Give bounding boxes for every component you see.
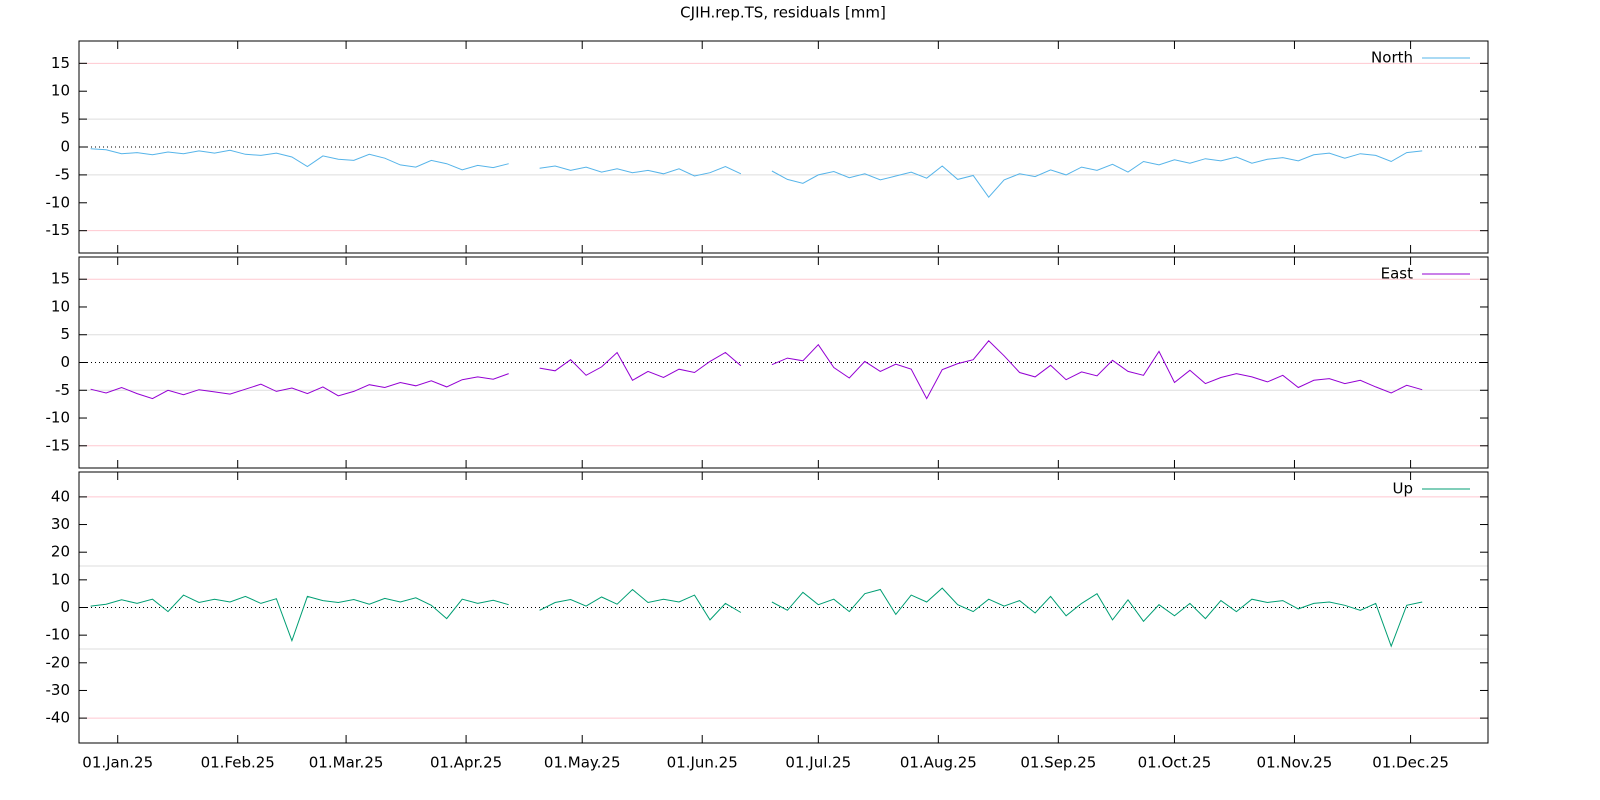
series-line [90, 587, 1423, 648]
x-tick-label: 01.Jul.25 [785, 754, 851, 772]
y-tick-label: 10 [51, 82, 70, 100]
legend-label: North [1371, 49, 1413, 67]
x-tick-label: 01.Sep.25 [1020, 754, 1096, 772]
plot-frame [78, 256, 1489, 469]
y-tick-label: 10 [51, 570, 70, 588]
x-tick-label: 01.Nov.25 [1257, 754, 1333, 772]
x-tick-label: 01.Feb.25 [201, 754, 275, 772]
y-tick-label: -5 [55, 165, 70, 183]
plot-frame [78, 40, 1489, 254]
legend-label: East [1381, 265, 1413, 283]
y-tick-label: 5 [60, 110, 70, 128]
y-tick-label: 5 [60, 325, 70, 343]
y-tick-label: -10 [46, 409, 71, 427]
y-tick-label: 0 [60, 138, 70, 156]
x-tick-label: 01.Apr.25 [430, 754, 502, 772]
plot-frame [78, 471, 1489, 744]
y-tick-label: -10 [46, 193, 71, 211]
x-tick-label: 01.Mar.25 [309, 754, 384, 772]
y-tick-label: 0 [60, 598, 70, 616]
y-tick-label: 30 [51, 515, 70, 533]
y-tick-label: -10 [46, 626, 71, 644]
y-tick-label: -30 [46, 681, 71, 699]
y-tick-label: -15 [46, 221, 71, 239]
legend-label: Up [1392, 480, 1413, 498]
x-tick-label: 01.Aug.25 [900, 754, 977, 772]
x-tick-label: 01.Oct.25 [1138, 754, 1212, 772]
y-tick-label: 10 [51, 297, 70, 315]
chart-title: CJIH.rep.TS, residuals [mm] [680, 4, 886, 22]
y-tick-label: 15 [51, 54, 70, 72]
y-tick-label: 15 [51, 270, 70, 288]
x-tick-label: 01.Dec.25 [1372, 754, 1449, 772]
x-tick-label: 01.Jan.25 [82, 754, 153, 772]
series-line [90, 340, 1423, 400]
y-tick-label: 0 [60, 353, 70, 371]
series-line [90, 148, 1423, 199]
y-tick-label: -40 [46, 709, 71, 727]
y-tick-label: -20 [46, 653, 71, 671]
x-tick-label: 01.Jun.25 [667, 754, 738, 772]
y-tick-label: 20 [51, 543, 70, 561]
x-tick-label: 01.May.25 [544, 754, 621, 772]
y-tick-label: -15 [46, 436, 71, 454]
y-tick-label: -5 [55, 381, 70, 399]
y-tick-label: 40 [51, 487, 70, 505]
